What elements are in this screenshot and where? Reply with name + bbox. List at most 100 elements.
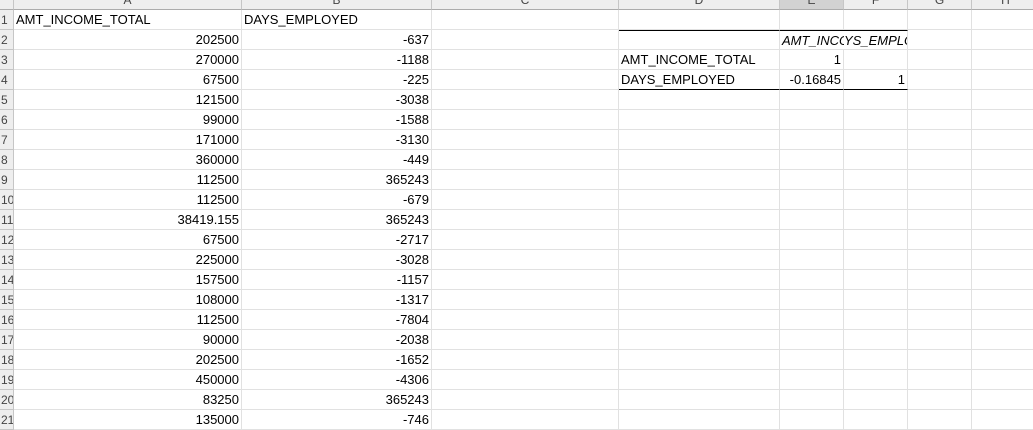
cell-g14[interactable] [908, 270, 972, 290]
cell-d5[interactable] [619, 90, 780, 110]
cell-a3[interactable]: 270000 [14, 50, 242, 70]
cell-d17[interactable] [619, 330, 780, 350]
cell-g7[interactable] [908, 130, 972, 150]
cell-h10[interactable] [972, 190, 1033, 210]
cell-a16[interactable]: 112500 [14, 310, 242, 330]
cell-b20[interactable]: 365243 [242, 390, 432, 410]
cell-e19[interactable] [780, 370, 844, 390]
cell-g19[interactable] [908, 370, 972, 390]
cell-f20[interactable] [844, 390, 908, 410]
cell-b13[interactable]: -3028 [242, 250, 432, 270]
cell-d7[interactable] [619, 130, 780, 150]
cell-e16[interactable] [780, 310, 844, 330]
cell-a10[interactable]: 112500 [14, 190, 242, 210]
cell-c7[interactable] [432, 130, 619, 150]
cell-f10[interactable] [844, 190, 908, 210]
cell-d1[interactable] [619, 10, 780, 30]
cell-b1[interactable]: DAYS_EMPLOYED [242, 10, 432, 30]
cell-d2[interactable] [619, 30, 780, 50]
cell-d18[interactable] [619, 350, 780, 370]
cell-e5[interactable] [780, 90, 844, 110]
cell-g11[interactable] [908, 210, 972, 230]
cell-a6[interactable]: 99000 [14, 110, 242, 130]
cell-d9[interactable] [619, 170, 780, 190]
cell-e2[interactable]: AMT_INCOME_ [780, 30, 844, 50]
cell-e18[interactable] [780, 350, 844, 370]
cell-d10[interactable] [619, 190, 780, 210]
cell-g3[interactable] [908, 50, 972, 70]
cell-c3[interactable] [432, 50, 619, 70]
cell-e10[interactable] [780, 190, 844, 210]
cell-f18[interactable] [844, 350, 908, 370]
cell-h6[interactable] [972, 110, 1033, 130]
cell-c5[interactable] [432, 90, 619, 110]
cell-a15[interactable]: 108000 [14, 290, 242, 310]
cell-a20[interactable]: 83250 [14, 390, 242, 410]
cell-h20[interactable] [972, 390, 1033, 410]
cell-c19[interactable] [432, 370, 619, 390]
cell-b4[interactable]: -225 [242, 70, 432, 90]
cell-a9[interactable]: 112500 [14, 170, 242, 190]
cell-g8[interactable] [908, 150, 972, 170]
row-header[interactable]: 13 [0, 250, 14, 270]
cell-e20[interactable] [780, 390, 844, 410]
cell-h2[interactable] [972, 30, 1033, 50]
cell-e15[interactable] [780, 290, 844, 310]
cell-b18[interactable]: -1652 [242, 350, 432, 370]
cell-g17[interactable] [908, 330, 972, 350]
column-header-h[interactable]: H [972, 0, 1033, 10]
cell-a21[interactable]: 135000 [14, 410, 242, 430]
cell-d21[interactable] [619, 410, 780, 430]
row-header[interactable]: 2 [0, 30, 14, 50]
cell-f5[interactable] [844, 90, 908, 110]
cell-g12[interactable] [908, 230, 972, 250]
cell-a1[interactable]: AMT_INCOME_TOTAL [14, 10, 242, 30]
cell-b21[interactable]: -746 [242, 410, 432, 430]
cell-d6[interactable] [619, 110, 780, 130]
row-header[interactable]: 20 [0, 390, 14, 410]
column-header-g[interactable]: G [908, 0, 972, 10]
cell-e3[interactable]: 1 [780, 50, 844, 70]
cell-h14[interactable] [972, 270, 1033, 290]
cell-e1[interactable] [780, 10, 844, 30]
cell-f1[interactable] [844, 10, 908, 30]
cell-e12[interactable] [780, 230, 844, 250]
cell-d19[interactable] [619, 370, 780, 390]
cell-d11[interactable] [619, 210, 780, 230]
cell-h9[interactable] [972, 170, 1033, 190]
cell-c11[interactable] [432, 210, 619, 230]
cell-c20[interactable] [432, 390, 619, 410]
cell-h3[interactable] [972, 50, 1033, 70]
cell-f6[interactable] [844, 110, 908, 130]
row-header[interactable]: 9 [0, 170, 14, 190]
row-header[interactable]: 5 [0, 90, 14, 110]
cell-a5[interactable]: 121500 [14, 90, 242, 110]
cell-d14[interactable] [619, 270, 780, 290]
cell-g10[interactable] [908, 190, 972, 210]
cell-f16[interactable] [844, 310, 908, 330]
cell-h18[interactable] [972, 350, 1033, 370]
cell-a13[interactable]: 225000 [14, 250, 242, 270]
cell-d15[interactable] [619, 290, 780, 310]
cell-b7[interactable]: -3130 [242, 130, 432, 150]
cell-c21[interactable] [432, 410, 619, 430]
column-header-e[interactable]: E [780, 0, 844, 10]
cell-e9[interactable] [780, 170, 844, 190]
row-header[interactable]: 18 [0, 350, 14, 370]
cell-c12[interactable] [432, 230, 619, 250]
cell-f14[interactable] [844, 270, 908, 290]
cell-a12[interactable]: 67500 [14, 230, 242, 250]
row-header[interactable]: 14 [0, 270, 14, 290]
cell-b17[interactable]: -2038 [242, 330, 432, 350]
cell-f13[interactable] [844, 250, 908, 270]
cell-c17[interactable] [432, 330, 619, 350]
cell-c10[interactable] [432, 190, 619, 210]
cell-h17[interactable] [972, 330, 1033, 350]
cell-c8[interactable] [432, 150, 619, 170]
cell-a14[interactable]: 157500 [14, 270, 242, 290]
cell-f7[interactable] [844, 130, 908, 150]
cell-g6[interactable] [908, 110, 972, 130]
cell-h19[interactable] [972, 370, 1033, 390]
row-header[interactable]: 11 [0, 210, 14, 230]
cell-b5[interactable]: -3038 [242, 90, 432, 110]
